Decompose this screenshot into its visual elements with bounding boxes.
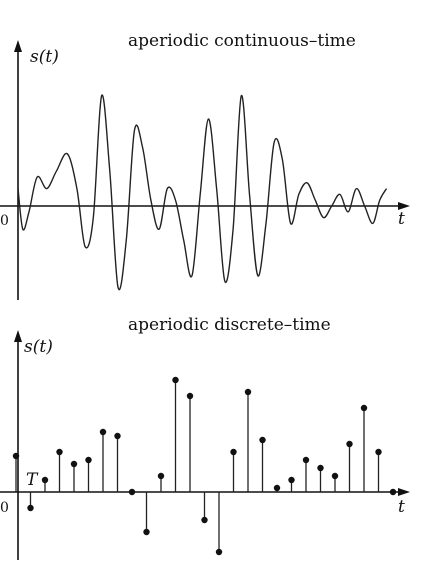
sample-point xyxy=(389,488,397,496)
sample-point xyxy=(288,476,295,484)
sample-point xyxy=(273,484,281,492)
sample-point xyxy=(172,376,179,384)
sample-point xyxy=(215,548,223,556)
continuous-title: aperiodic continuous–time xyxy=(128,31,356,51)
continuous-x-label: t xyxy=(398,209,405,229)
sample-point xyxy=(302,456,310,464)
sample-point xyxy=(143,528,150,536)
discrete-origin-label: 0 xyxy=(0,500,9,516)
continuous-panel: aperiodic continuous–time s(t) t 0 xyxy=(0,31,410,300)
sample-point xyxy=(331,472,339,480)
sample-point xyxy=(346,440,353,448)
sample-point xyxy=(85,456,92,464)
discrete-y-label: s(t) xyxy=(24,337,53,357)
discrete-period-label: T xyxy=(26,470,39,490)
sample-point xyxy=(201,516,208,524)
sample-point xyxy=(12,452,20,460)
sample-point xyxy=(114,432,121,440)
discrete-title: aperiodic discrete–time xyxy=(128,315,331,335)
sample-point xyxy=(99,428,107,436)
sample-point xyxy=(70,460,78,468)
continuous-waveform xyxy=(17,94,388,291)
discrete-panel: aperiodic discrete–time s(t) t 0 T xyxy=(0,315,410,560)
sample-point xyxy=(186,392,194,400)
continuous-x-arrow-icon xyxy=(398,202,410,210)
discrete-samples xyxy=(12,376,397,556)
sample-point xyxy=(244,388,252,396)
sample-point xyxy=(375,448,382,456)
discrete-x-arrow-icon xyxy=(398,488,410,496)
continuous-origin-label: 0 xyxy=(0,213,9,229)
discrete-y-arrow-icon xyxy=(14,330,22,342)
sample-point xyxy=(317,464,324,472)
sample-point xyxy=(259,436,266,444)
sample-point xyxy=(230,448,237,456)
sample-point xyxy=(27,504,34,512)
continuous-y-label: s(t) xyxy=(30,47,59,67)
sample-point xyxy=(157,472,165,480)
sample-point xyxy=(128,488,136,496)
sample-point xyxy=(56,448,63,456)
discrete-x-label: t xyxy=(398,497,405,517)
sample-point xyxy=(41,476,49,484)
sample-point xyxy=(360,404,368,412)
continuous-y-arrow-icon xyxy=(14,40,22,52)
